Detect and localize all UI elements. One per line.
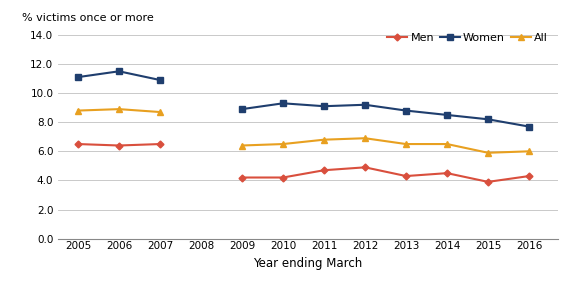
Women <box>156 78 163 82</box>
All <box>116 107 122 111</box>
Line: Women: Women <box>75 68 163 83</box>
Men <box>75 142 82 146</box>
Men <box>156 142 163 146</box>
X-axis label: Year ending March: Year ending March <box>253 257 362 270</box>
All <box>156 110 163 114</box>
Men <box>116 144 122 147</box>
Legend: Men, Women, All: Men, Women, All <box>383 28 552 47</box>
Women <box>116 70 122 73</box>
All <box>75 109 82 112</box>
Women <box>75 75 82 79</box>
Line: All: All <box>75 106 163 115</box>
Text: % victims once or more: % victims once or more <box>22 13 154 23</box>
Line: Men: Men <box>75 142 163 148</box>
